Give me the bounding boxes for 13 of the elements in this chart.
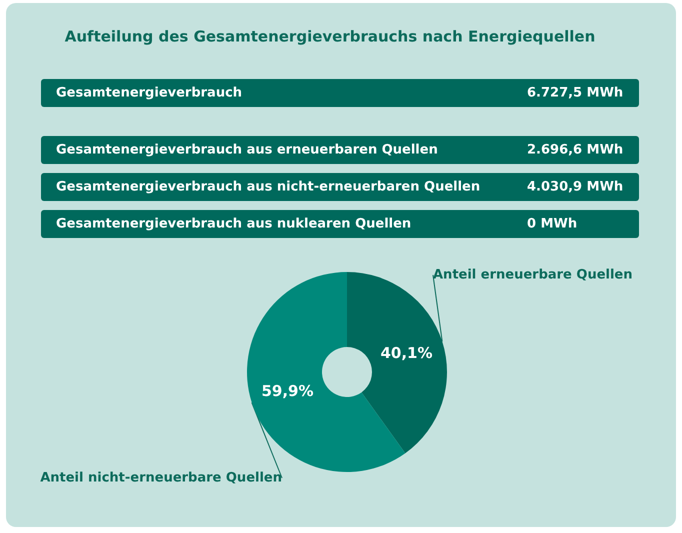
slice-label: Anteil erneuerbare Quellen [433, 268, 633, 282]
text: Gesamtenergieverbrauch aus nuklearen Quellen [56, 216, 412, 232]
chart-title: Aufteilung des Gesamtenergieverbrauchs nach Energiequellen [64, 28, 596, 46]
text: 0 MWh [527, 216, 578, 232]
text: 6.727,5 MWh [527, 86, 624, 100]
text: Gesamtenergieverbrauch aus erneuerbaren Quellen [56, 142, 438, 158]
data-label: 59,9% [261, 382, 314, 400]
slice-label: Anteil nicht-erneuerbare Quellen [40, 470, 282, 486]
text: Gesamtenergieverbrauch aus nicht-erneuerbaren Quellen [56, 180, 480, 194]
data-label: 40,1% [380, 344, 433, 362]
text: Gesamtenergieverbrauch [56, 86, 242, 100]
text: 2.696,6 MWh [527, 142, 624, 158]
text: 4.030,9 MWh [527, 180, 624, 194]
